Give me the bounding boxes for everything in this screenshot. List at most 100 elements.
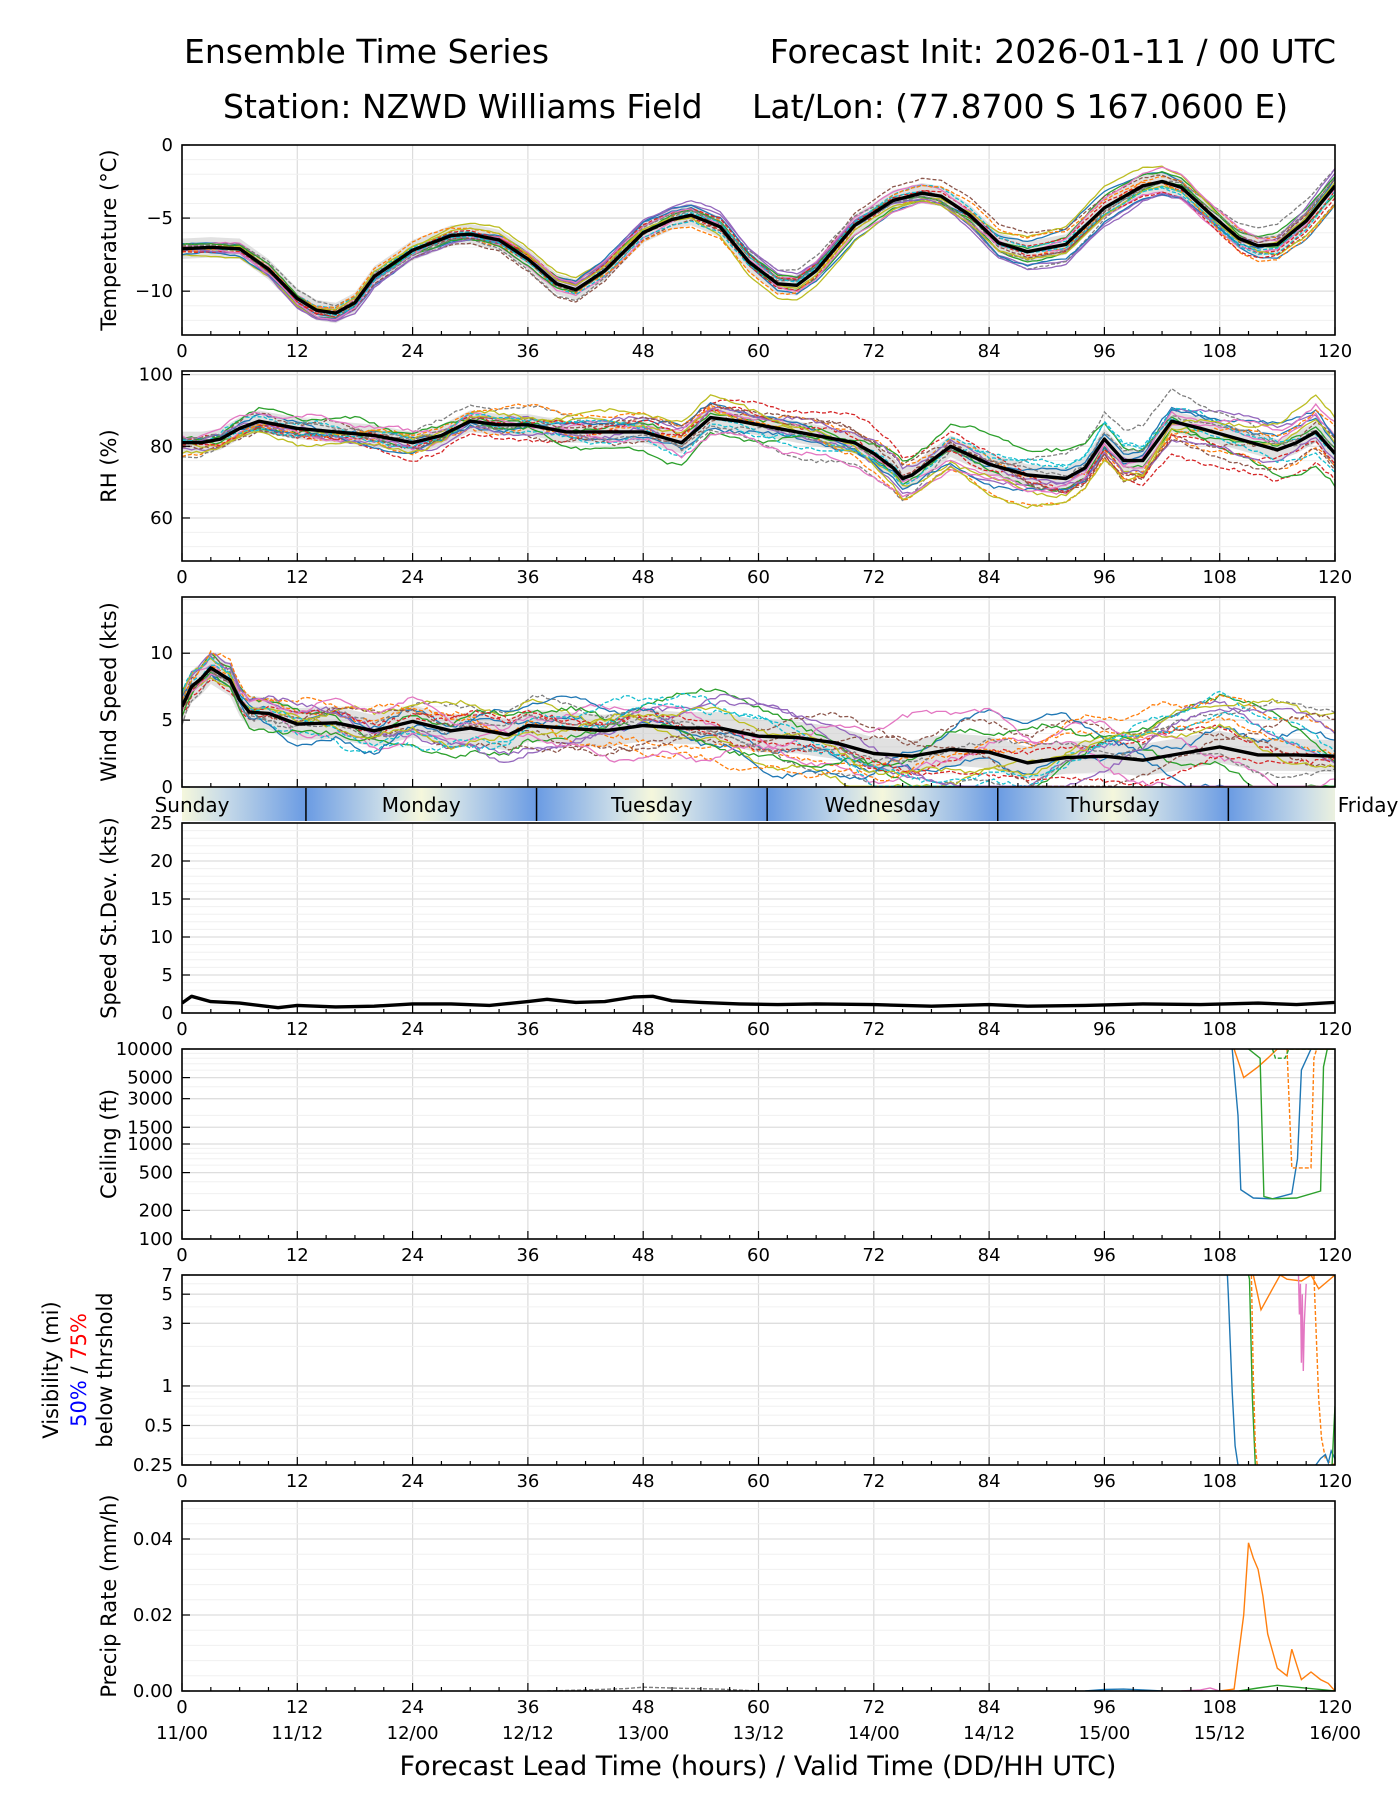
x-tick-label: 72 — [862, 1019, 885, 1040]
day-label: Wednesday — [825, 793, 941, 817]
x-tick-label: 48 — [632, 567, 655, 588]
y-axis-label-threshold: 50% / 75% — [67, 1313, 91, 1427]
y-axis-label: Wind Speed (kts) — [97, 602, 121, 782]
y-tick-label: 3000 — [127, 1089, 173, 1110]
valid-time-label: 14/00 — [848, 1723, 900, 1744]
valid-time-label: 11/00 — [156, 1723, 208, 1744]
ensemble-member-line — [182, 403, 1335, 507]
ensemble-member-line — [182, 679, 1335, 776]
valid-time-label: 12/00 — [387, 1723, 439, 1744]
valid-time-label: 16/00 — [1309, 1723, 1361, 1744]
y-tick-label: 200 — [139, 1200, 173, 1221]
plot-area — [182, 650, 1335, 787]
day-label: Thursday — [1066, 793, 1160, 817]
ensemble-member-line — [182, 394, 1335, 509]
panel-wind: 0 5 10 Wind Speed (kts) — [97, 596, 1336, 798]
ensemble-member-line — [182, 669, 1335, 787]
y-axis-label: Ceiling (ft) — [97, 1089, 121, 1199]
x-tick-label: 0 — [176, 341, 187, 362]
x-tick-label: 60 — [747, 1245, 770, 1266]
x-tick-label: 24 — [401, 341, 424, 362]
x-tick-label: 0 — [176, 1471, 187, 1492]
threshold-75-label: 75% — [67, 1313, 91, 1360]
y-tick-label: 0 — [162, 1003, 173, 1024]
x-tick-label: 72 — [862, 1697, 885, 1718]
y-tick-label: 10000 — [116, 1039, 173, 1060]
x-tick-label: 108 — [1203, 1697, 1237, 1718]
x-tick-label: 96 — [1093, 1697, 1116, 1718]
series-member-orange — [1252, 1275, 1335, 1312]
day-segment — [182, 788, 306, 821]
ensemble-member-line — [182, 407, 1335, 495]
x-tick-label: 120 — [1318, 567, 1352, 588]
ensemble-mean-line — [182, 994, 1335, 1010]
ensemble-member-line — [182, 407, 1335, 478]
ensemble-member-line — [182, 650, 1335, 782]
x-tick-label: 12 — [286, 567, 309, 588]
x-axis-label: Forecast Lead Time (hours) / Valid Time … — [400, 1751, 1117, 1782]
valid-time-label: 13/12 — [733, 1723, 785, 1744]
day-label: Tuesday — [610, 793, 693, 817]
day-segment — [536, 788, 768, 821]
ensemble-member-line — [182, 412, 1335, 485]
x-tick-label: 96 — [1093, 567, 1116, 588]
x-tick-label: 72 — [862, 1471, 885, 1492]
ensemble-member-line — [182, 181, 1335, 309]
y-tick-label: 0 — [162, 777, 173, 798]
x-tick-label: 60 — [747, 1019, 770, 1040]
x-tick-label: 84 — [978, 1471, 1001, 1492]
x-tick-label: 36 — [516, 1697, 539, 1718]
y-tick-label: 0.25 — [133, 1455, 173, 1476]
ensemble-member-line — [182, 183, 1335, 317]
series-member-blue — [1231, 1049, 1335, 1200]
valid-time-label: 12/12 — [502, 1723, 554, 1744]
x-tick-label: 60 — [747, 1697, 770, 1718]
x-tick-label: 36 — [516, 1245, 539, 1266]
x-tick-label: 12 — [286, 341, 309, 362]
title-left: Ensemble Time Series — [184, 32, 549, 71]
plot-area — [182, 165, 1335, 324]
y-axis-label: Precip Rate (mm/h) — [97, 1494, 121, 1697]
x-tick-label: 96 — [1093, 1245, 1116, 1266]
x-tick-label: 12 — [286, 1245, 309, 1266]
y-tick-label: 1 — [162, 1376, 173, 1397]
x-tick-label: 96 — [1093, 1019, 1116, 1040]
x-tick-label: 0 — [176, 1697, 187, 1718]
plot-area — [182, 994, 1335, 1010]
y-tick-label: 5000 — [127, 1068, 173, 1089]
ensemble-mean-line — [182, 415, 1335, 481]
x-tick-label: 84 — [978, 1019, 1001, 1040]
series-member-green — [1248, 1049, 1335, 1200]
x-tick-label: 120 — [1318, 1697, 1352, 1718]
station-name: Station: NZWD Williams Field — [223, 87, 703, 126]
y-tick-label: 0.04 — [133, 1529, 173, 1550]
panel-rh: 0 12 24 36 48 60 72 84 96 108 120 60 80 100 RH (%) — [97, 365, 1352, 588]
ensemble-member-line — [182, 673, 1335, 787]
x-tick-label: 48 — [632, 341, 655, 362]
station-latlon: Lat/Lon: (77.8700 S 167.0600 E) — [752, 87, 1288, 126]
x-tick-label: 120 — [1318, 341, 1352, 362]
y-axis-label: Temperature (°C) — [97, 149, 121, 331]
y-tick-label: 1000 — [127, 1134, 173, 1155]
ensemble-member-line — [182, 655, 1335, 784]
y-tick-label: 0.5 — [144, 1415, 173, 1436]
series-member-green — [1238, 1684, 1335, 1691]
day-segment — [997, 788, 1229, 821]
series-member-green — [1247, 1275, 1256, 1465]
x-tick-label: 60 — [747, 567, 770, 588]
x-tick-label: 108 — [1203, 1245, 1237, 1266]
series-member-blue — [1226, 1275, 1239, 1465]
y-axis-label-threshold-tail: below thrshold — [93, 1292, 117, 1447]
ensemble-member-line — [182, 406, 1335, 486]
y-tick-label: 80 — [150, 436, 173, 457]
panel-ceiling: 0 12 24 36 48 60 72 84 96 108 120 100 200 500 10001500… — [97, 1039, 1352, 1266]
x-tick-label: 24 — [401, 1019, 424, 1040]
ensemble-member-line — [182, 669, 1335, 779]
y-tick-label: 25 — [150, 813, 173, 834]
ensemble-member-line — [182, 403, 1335, 498]
panel-precip: 0 12 24 36 48 60 72 84 96 108 120 0.00 0.02 0.04 Preci… — [97, 1494, 1361, 1744]
plot-area — [547, 1542, 1335, 1691]
x-tick-label: 0 — [176, 1245, 187, 1266]
ensemble-member-line — [182, 168, 1335, 307]
series-member-orange — [1233, 1049, 1335, 1079]
